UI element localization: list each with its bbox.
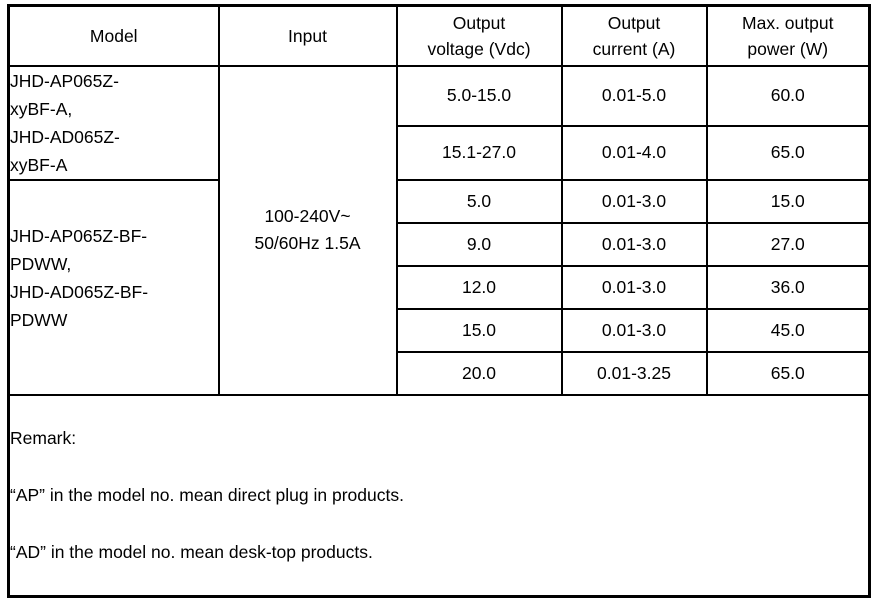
current-value: 0.01-3.0 (560, 264, 708, 310)
power-value: 45.0 (705, 307, 871, 353)
table-header-row: Model Input Output voltage (Vdc) Output … (7, 4, 871, 67)
power-value: 65.0 (705, 124, 871, 181)
table-row: 12.0 0.01-3.0 36.0 (9, 264, 871, 310)
power-spec-table: Model Input Output voltage (Vdc) Output … (7, 4, 871, 598)
header-model: Model (7, 4, 220, 67)
remark-row: Remark: “AP” in the model no. mean direc… (7, 393, 871, 598)
current-value: 0.01-3.0 (560, 221, 708, 267)
model-group2-cell: JHD-AP065Z-BF- PDWW, JHD-AD065Z-BF- PDWW (7, 178, 220, 396)
header-output-voltage: Output voltage (Vdc) (395, 4, 563, 67)
power-value: 27.0 (705, 221, 871, 267)
table-row: 9.0 0.01-3.0 27.0 (9, 221, 871, 267)
input-cell: 100-240V~ 50/60Hz 1.5A (217, 64, 398, 396)
voltage-value: 9.0 (395, 221, 563, 267)
voltage-value: 20.0 (395, 350, 563, 396)
power-value: 65.0 (705, 350, 871, 396)
remark-line-ad: “AD” in the model no. mean desk-top prod… (10, 542, 373, 562)
remark-line-ap: “AP” in the model no. mean direct plug i… (10, 485, 404, 505)
current-value: 0.01-3.0 (560, 178, 708, 224)
header-max-output-power: Max. output power (W) (705, 4, 871, 67)
remark-title: Remark: (10, 428, 77, 448)
current-value: 0.01-3.25 (560, 350, 708, 396)
voltage-value: 5.0-15.0 (395, 64, 563, 127)
table-row: 15.0 0.01-3.0 45.0 (9, 307, 871, 353)
spec-table-container: Model Input Output voltage (Vdc) Output … (7, 4, 871, 598)
voltage-value: 12.0 (395, 264, 563, 310)
current-value: 0.01-3.0 (560, 307, 708, 353)
current-value: 0.01-4.0 (560, 124, 708, 181)
model-group1-cell: JHD-AP065Z- xyBF-A, JHD-AD065Z- xyBF-A (7, 64, 220, 181)
power-value: 15.0 (705, 178, 871, 224)
voltage-value: 5.0 (395, 178, 563, 224)
header-input: Input (217, 4, 398, 67)
remark-cell: Remark: “AP” in the model no. mean direc… (7, 393, 871, 598)
table-row: JHD-AP065Z-BF- PDWW, JHD-AD065Z-BF- PDWW… (7, 178, 871, 396)
header-output-current: Output current (A) (560, 4, 708, 67)
current-value: 0.01-5.0 (560, 64, 708, 127)
power-value: 36.0 (705, 264, 871, 310)
power-value: 60.0 (705, 64, 871, 127)
table-row: 15.1-27.0 0.01-4.0 65.0 (9, 124, 871, 181)
voltage-value: 15.0 (395, 307, 563, 353)
table-row: JHD-AP065Z- xyBF-A, JHD-AD065Z- xyBF-A 1… (7, 64, 871, 396)
table-row: 20.0 0.01-3.25 65.0 (9, 350, 871, 396)
voltage-value: 15.1-27.0 (395, 124, 563, 181)
